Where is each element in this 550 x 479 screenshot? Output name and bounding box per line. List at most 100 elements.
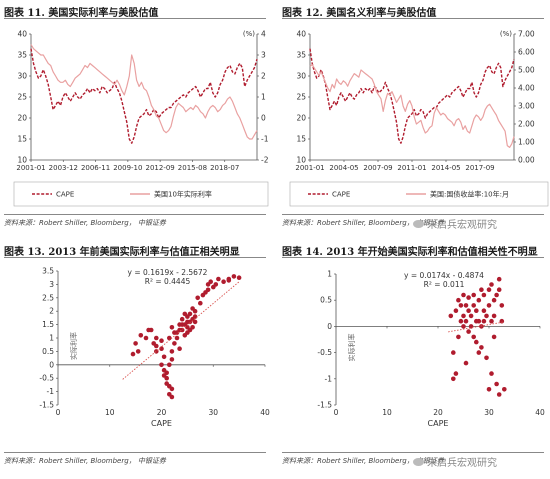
c12-ytick-right-label: 3.00 bbox=[518, 102, 535, 111]
c13-point bbox=[154, 343, 159, 349]
c13-point bbox=[167, 335, 172, 341]
panel-14-source-rule bbox=[282, 452, 544, 453]
c13-ytick-label: 3.5 bbox=[42, 267, 54, 276]
c13-point bbox=[177, 346, 182, 352]
c11-ytick-right-label: 1 bbox=[261, 93, 266, 102]
c13-point bbox=[179, 316, 185, 322]
wechat-icon bbox=[413, 457, 424, 466]
c14-point bbox=[466, 329, 471, 334]
c14-ytick-label: -1.5 bbox=[317, 401, 332, 410]
c14-point bbox=[484, 355, 489, 361]
panel-12-title: 图表 12. 美国名义利率与美股估值 bbox=[282, 8, 437, 19]
c13-point bbox=[164, 370, 169, 376]
c11-legend-box bbox=[13, 181, 269, 207]
c14-xtick-label: 30 bbox=[484, 408, 494, 417]
c13-point bbox=[231, 274, 237, 279]
c14-point bbox=[463, 303, 469, 308]
c11-xtick-label: 2015-08 bbox=[178, 164, 207, 172]
c14-point bbox=[489, 371, 494, 376]
c13-ytick-label: -1 bbox=[47, 387, 55, 396]
c13-point bbox=[213, 282, 219, 287]
c14-point bbox=[481, 292, 487, 298]
c11-legend-label-0: CAPE bbox=[56, 191, 74, 199]
c13-xtick-label: 40 bbox=[260, 408, 270, 417]
c13-ytick-label: 2.5 bbox=[42, 293, 54, 302]
panel-14-source: 资料来源：Robert Shiller, Bloomberg， 中银证券 bbox=[282, 457, 444, 465]
c14-point bbox=[494, 381, 499, 387]
c14-point bbox=[448, 313, 454, 319]
c13-point bbox=[192, 319, 198, 325]
c12-ytick-left-label: 20 bbox=[296, 114, 306, 123]
c14-point bbox=[461, 292, 466, 298]
c14-point bbox=[471, 334, 477, 340]
c11-ytick-right-label: 2 bbox=[261, 72, 266, 81]
c11-xtick-label: 2018-07 bbox=[210, 164, 239, 172]
c13-point bbox=[148, 327, 154, 333]
c13-point bbox=[159, 338, 164, 344]
c14-point bbox=[461, 324, 466, 329]
panel-12-watermark-text: 朱启兵宏观研究 bbox=[427, 220, 497, 231]
panel-14-title-rule bbox=[282, 257, 544, 258]
c12-legend-box bbox=[289, 181, 549, 207]
c14-r2: R² = 0.011 bbox=[424, 280, 465, 289]
panel-14-title: 图表 14. 2013 年开始美国实际利率和估值相关性不明显 bbox=[282, 247, 538, 258]
c13-point bbox=[161, 354, 167, 360]
c12-xtick-label: 2014-05 bbox=[431, 164, 460, 172]
c14-trendline bbox=[448, 321, 505, 333]
c13-point bbox=[135, 349, 141, 354]
c12-ytick-left-label: 40 bbox=[296, 30, 306, 39]
c12-ytick-left-label: 10 bbox=[296, 156, 306, 165]
c12-xtick-label: 2011-01 bbox=[397, 164, 426, 172]
c12-ytick-left-label: 35 bbox=[296, 51, 306, 60]
c11-ytick-right-label: 4 bbox=[261, 30, 266, 39]
panel-13-title: 图表 13. 2013 年前美国实际利率与估值正相关明显 bbox=[4, 247, 240, 258]
c11-ytick-right-label: 3 bbox=[261, 51, 266, 60]
c14-point bbox=[458, 303, 464, 308]
c11-series-1-line bbox=[30, 44, 258, 140]
c14-point bbox=[466, 308, 471, 314]
c14-point bbox=[479, 345, 484, 350]
c13-point bbox=[177, 327, 182, 333]
c12-ytick-left-label: 15 bbox=[296, 135, 306, 144]
c14-point bbox=[499, 318, 505, 324]
c13-ytick-label: 1.5 bbox=[42, 320, 54, 329]
c13-r2: R² = 0.4445 bbox=[145, 277, 191, 286]
c14-point bbox=[491, 313, 497, 319]
c13-point bbox=[133, 341, 138, 346]
c11-ytick-left-label: 35 bbox=[17, 51, 27, 60]
c14-point bbox=[471, 303, 477, 308]
c14-ytick-label: -1 bbox=[325, 374, 333, 383]
c11-xtick-label: 2009-10 bbox=[113, 164, 142, 172]
wechat-icon bbox=[413, 219, 424, 228]
c12-ytick-right-label: 5.00 bbox=[518, 66, 535, 75]
c14-point bbox=[453, 371, 459, 376]
c14-point bbox=[451, 376, 456, 382]
c13-xtick-label: 20 bbox=[157, 408, 167, 417]
c13-point bbox=[179, 322, 185, 327]
c13-point bbox=[154, 335, 159, 341]
c11-ytick-left-label: 30 bbox=[17, 72, 27, 81]
c14-point bbox=[474, 339, 479, 345]
panel-12-watermark: 朱启兵宏观研究 bbox=[413, 216, 497, 231]
c14-point bbox=[486, 387, 492, 392]
c12-unit-right: (%) bbox=[500, 30, 512, 38]
c11-xtick-label: 2001-01 bbox=[16, 164, 45, 172]
c14-point bbox=[489, 282, 494, 287]
c11-ytick-left-label: 40 bbox=[17, 30, 27, 39]
c14-point bbox=[461, 313, 466, 319]
c13-point bbox=[192, 314, 198, 319]
c12-series-0-line bbox=[309, 48, 515, 144]
c13-point bbox=[169, 394, 175, 400]
c13-point bbox=[205, 282, 211, 287]
c14-point bbox=[463, 318, 469, 324]
c13-point bbox=[221, 279, 226, 285]
c14-point bbox=[484, 313, 489, 319]
c11-legend-label-1: 美国10年实际利率 bbox=[154, 190, 212, 199]
c14-xtick-label: 40 bbox=[535, 408, 545, 417]
c11-ytick-left-label: 10 bbox=[17, 156, 27, 165]
c13-equation: y = 0.1619x - 2.5672 bbox=[128, 268, 208, 277]
c12-xtick-label: 2007-09 bbox=[363, 164, 392, 172]
c13-point bbox=[169, 349, 175, 354]
